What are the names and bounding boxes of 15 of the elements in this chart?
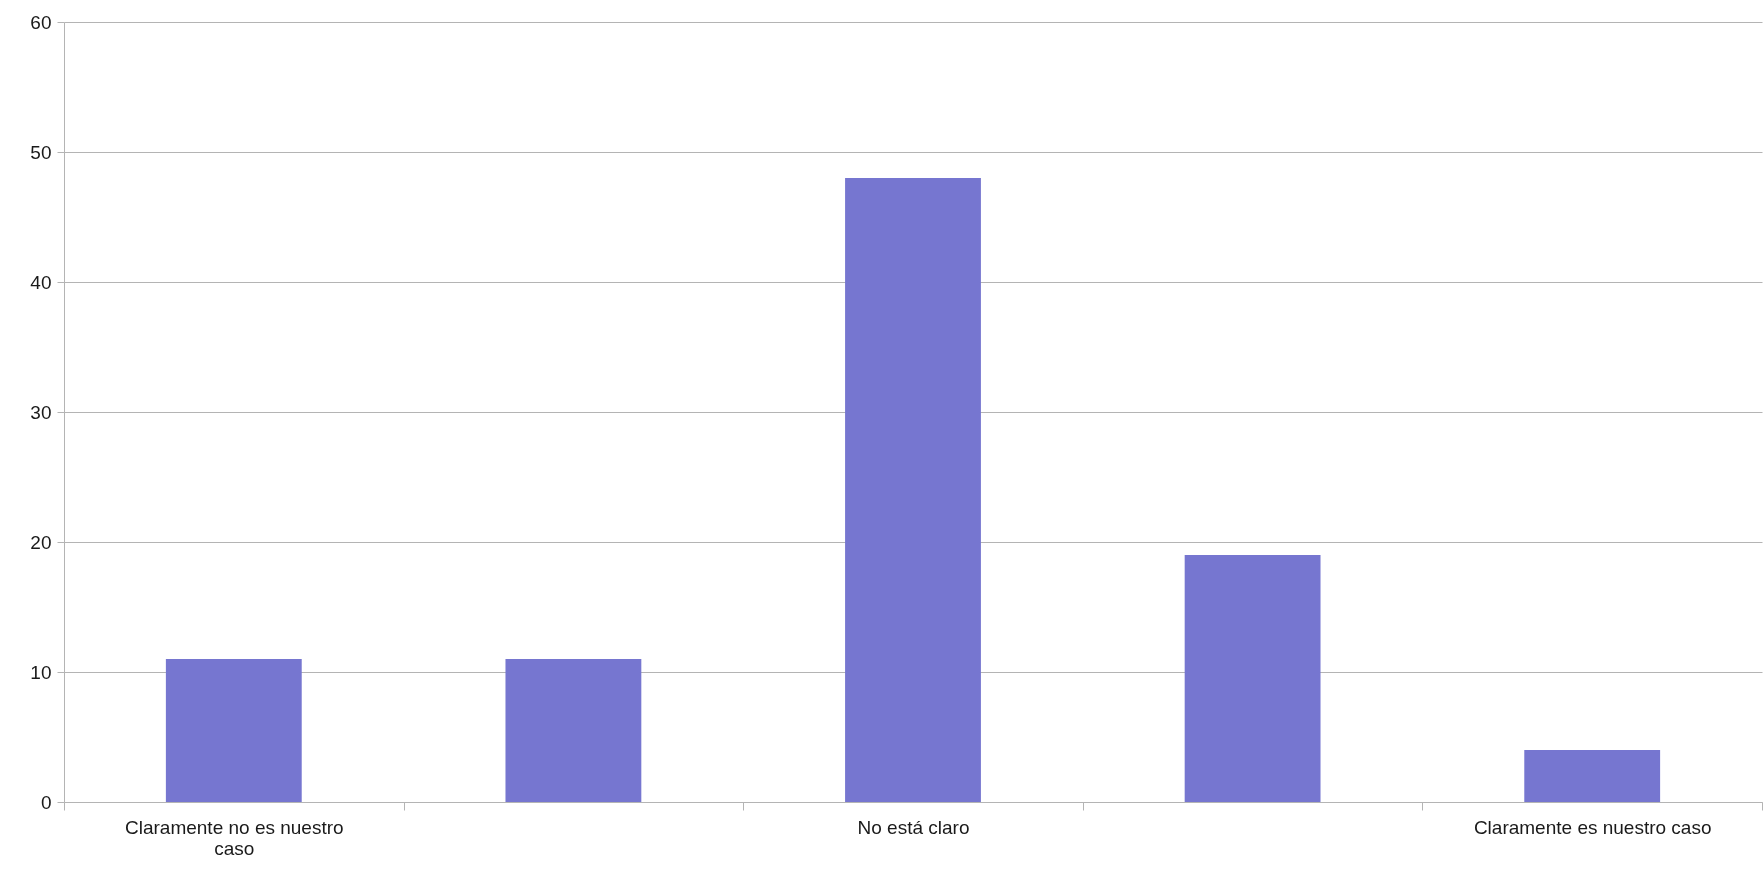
x-tick-label: Claramente no es nuestro caso [124,816,344,859]
y-tick-label: 0 [40,791,52,813]
y-tick-label: 50 [30,141,52,163]
y-tick-label: 60 [30,11,52,33]
x-tick-label: No está claro [857,816,970,838]
bar [845,178,981,802]
bar [505,659,642,802]
x-tick-label: Claramente es nuestro caso [1473,816,1712,838]
y-tick-label: 20 [30,531,52,553]
bar [1524,750,1661,802]
y-tick-label: 40 [30,271,52,293]
bar [165,659,302,802]
bar [1184,555,1321,802]
y-tick-label: 30 [30,401,52,423]
y-tick-label: 10 [30,661,52,683]
